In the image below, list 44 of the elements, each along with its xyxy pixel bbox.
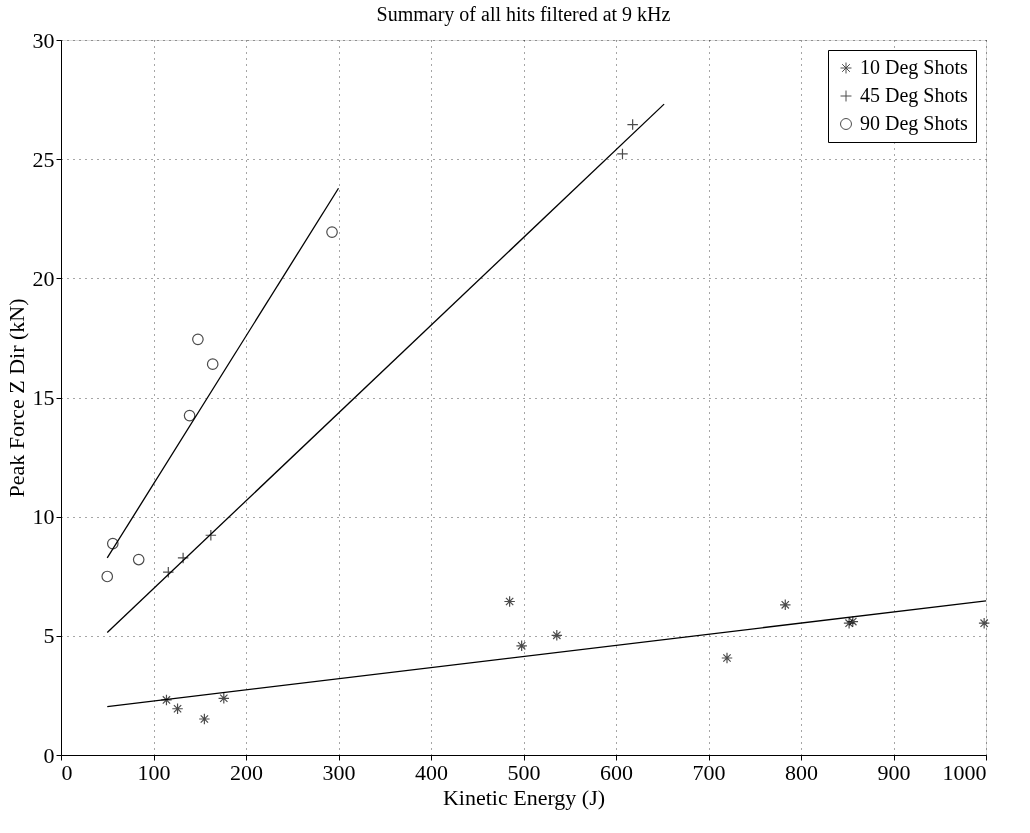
y-tick-label: 30 [32,27,55,53]
x-tick-label: 400 [415,759,448,785]
x-tick-label: 0 [61,759,73,785]
point [192,333,204,346]
point [721,652,733,664]
y-tick-label: 25 [32,146,55,172]
x-tick-label: 600 [600,759,633,785]
x-tick-label: 200 [230,759,263,785]
point [183,409,196,422]
x-tick-label: 700 [692,759,726,785]
legend-label: 10 Deg Shots [860,56,968,79]
point [206,358,219,370]
point [550,629,563,642]
y-tick-label: 0 [43,742,55,768]
x-tick-label: 1000 [942,759,987,785]
point [779,599,792,611]
y-tick-label: 20 [32,265,55,291]
x-tick-label: 500 [507,759,541,785]
y-axis-title: Peak Force Z Dir (kN) [3,298,29,498]
x-axis-title: Kinetic Energy (J) [442,784,606,810]
y-tick-label: 10 [32,504,55,530]
legend-label: 90 Deg Shots [860,112,968,135]
point [132,553,145,566]
point [106,537,119,550]
point [616,148,629,160]
y-tick-label: 5 [43,623,55,649]
x-tick-label: 800 [785,759,818,785]
x-tick-label: 900 [877,759,911,785]
point [515,640,528,652]
chart-title: Summary of all hits filtered at 9 kHz [376,3,671,26]
legend-label: 45 Deg Shots [860,84,968,107]
x-tick-label: 300 [322,759,356,785]
point [217,692,230,705]
point [171,702,184,715]
point [326,226,338,238]
x-tick-label: 100 [137,759,171,785]
point [846,615,859,628]
point [160,694,173,706]
point [978,617,990,630]
point [198,713,211,725]
point [101,570,114,583]
point [503,595,516,608]
y-tick-label: 15 [32,385,55,410]
point [843,617,855,630]
